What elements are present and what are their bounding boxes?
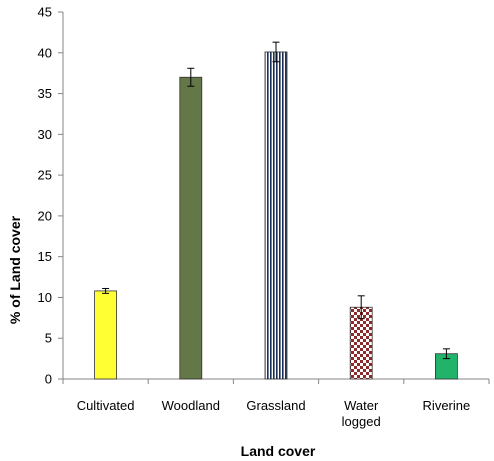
error-bar [357,295,365,320]
x-tick-label: Water logged [342,398,381,429]
x-tick-label: Woodland [162,398,220,413]
x-tick-label: Grassland [246,398,305,413]
x-tick-label: Riverine [423,398,471,413]
error-bar [102,287,110,294]
y-tick-label: 25 [38,168,52,183]
bar-woodland [179,76,203,380]
y-tick-label: 20 [38,208,52,223]
y-tick-label: 10 [38,290,52,305]
x-tick-label: Cultivated [77,398,135,413]
error-bar [272,41,280,63]
bar-cultivated [94,290,117,380]
y-tick-label: 0 [45,372,52,387]
axes: 0 5 10 15 20 25 30 35 40 45 Cultivated Woodland Gras… [38,5,490,429]
y-tick-label: 40 [38,45,52,60]
error-bar [442,348,450,360]
x-axis-title: Land cover [241,443,316,459]
y-tick-label: 45 [38,5,52,20]
y-tick-label: 35 [38,86,52,101]
y-tick-label: 30 [38,127,52,142]
error-bar [187,67,195,87]
y-tick-label: 5 [45,331,52,346]
bars [94,41,458,380]
y-axis-title: % of Land cover [7,215,23,324]
y-tick-label: 15 [38,249,52,264]
bar-grassland [264,51,288,380]
